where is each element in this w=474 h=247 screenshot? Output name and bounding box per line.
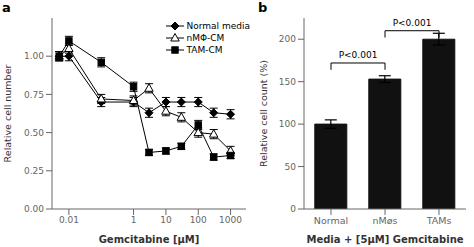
svg-text:TAMs: TAMs — [426, 215, 452, 226]
html-text:a: a — [2, 0, 11, 15]
svg-text:1: 1 — [131, 215, 137, 225]
svg-text:200: 200 — [279, 34, 296, 44]
svg-text:0.01: 0.01 — [59, 215, 79, 225]
svg-text:Gemcitabine [μM]: Gemcitabine [μM] — [99, 234, 200, 245]
svg-text:100: 100 — [279, 119, 296, 129]
svg-text:1000: 1000 — [219, 215, 242, 225]
svg-text:0.00: 0.00 — [24, 204, 44, 214]
svg-text:P<0.001: P<0.001 — [339, 50, 378, 60]
svg-text:Normal: Normal — [314, 215, 348, 226]
svg-text:0.25: 0.25 — [24, 166, 44, 176]
svg-text:100: 100 — [190, 215, 207, 225]
svg-text:nMøs: nMøs — [373, 215, 398, 226]
svg-text:0.75: 0.75 — [24, 90, 44, 100]
html-text:Normal media: Normal media — [186, 21, 250, 31]
svg-text:Media + [5μM] Gemcitabine: Media + [5μM] Gemcitabine — [306, 234, 463, 245]
html-text:b: b — [258, 0, 268, 15]
html-text:nMΦ-CM: nMΦ-CM — [186, 33, 225, 43]
svg-text:Relative cell number: Relative cell number — [8, 65, 13, 163]
svg-text:P<0.001: P<0.001 — [393, 18, 432, 28]
html-text:TAM-CM: TAM-CM — [186, 45, 223, 55]
svg-text:10: 10 — [160, 215, 172, 225]
svg-text:50: 50 — [285, 162, 297, 172]
svg-text:1.00: 1.00 — [24, 51, 44, 61]
svg-text:0.50: 0.50 — [24, 128, 44, 138]
svg-text:0: 0 — [290, 204, 296, 214]
svg-text:150: 150 — [279, 77, 296, 87]
svg-text:Relative cell count (%): Relative cell count (%) — [258, 60, 269, 167]
